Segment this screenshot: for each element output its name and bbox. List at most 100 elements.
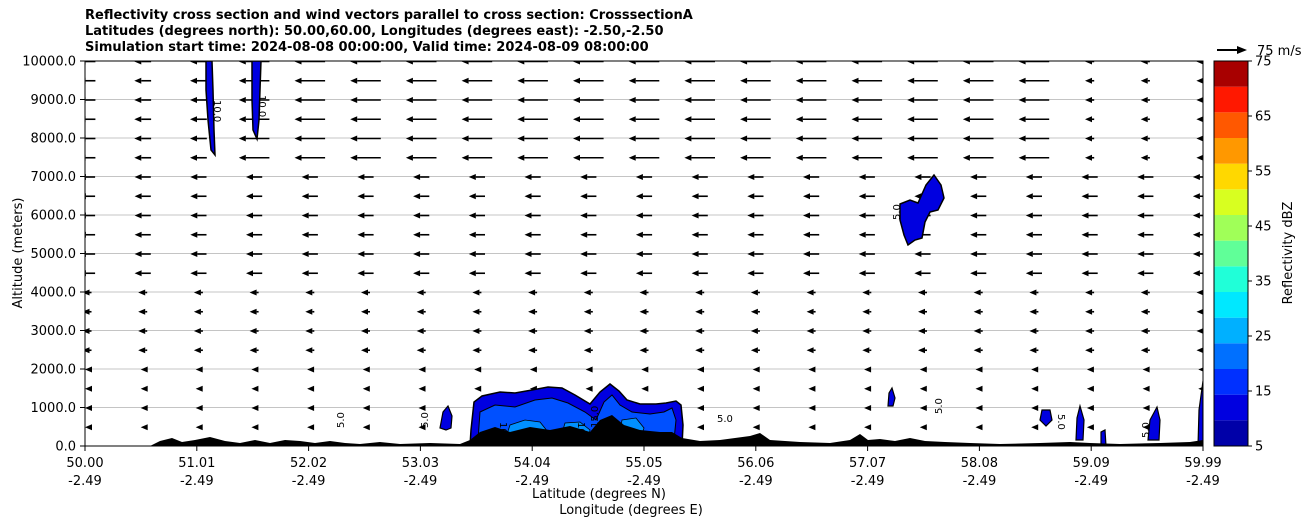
wind-vector-head [301, 251, 309, 257]
wind-vector-head [1085, 154, 1093, 161]
wind-vector-head [1081, 212, 1089, 219]
wind-vector-head [580, 174, 588, 180]
colorbar-segment [1214, 394, 1248, 421]
wind-vector-head [573, 135, 580, 142]
colorbar-segment [1214, 215, 1248, 241]
wind-vector-head [413, 193, 421, 200]
wind-vector-head [1137, 231, 1145, 238]
wind-vector-head [474, 366, 482, 373]
wind-vector-head [251, 424, 259, 431]
wind-vector-head [195, 405, 203, 411]
wind-vector-head [639, 347, 647, 354]
wind-vector-head [362, 424, 370, 431]
wind-vector-head [405, 135, 413, 142]
wind-vector-head [189, 154, 197, 161]
wind-vector-head [697, 366, 704, 373]
wind-vector-head [907, 116, 915, 123]
colorbar-segment [1214, 266, 1248, 292]
chart-title-line-1: Reflectivity cross section and wind vect… [85, 8, 693, 23]
wind-vector-head [750, 308, 758, 315]
wind-vector-head [1018, 154, 1026, 161]
wind-vector-head [1031, 424, 1039, 431]
colorbar-tick-label: 35 [1255, 275, 1272, 290]
wind-vector-head [134, 251, 142, 257]
wind-vector-head [740, 116, 748, 123]
wind-vector-head [808, 405, 816, 411]
wind-vector-head [752, 424, 760, 431]
wind-vector-head [307, 385, 315, 392]
wind-vector-head [628, 154, 636, 161]
wind-vector-head [583, 328, 591, 334]
wind-vector-head [973, 289, 981, 296]
wind-vector-head [635, 270, 643, 277]
wind-vector-head [970, 212, 978, 219]
wind-vector-head [1192, 212, 1200, 219]
x-tick-label-latitude: 55.05 [625, 456, 662, 471]
colorbar-segment [1214, 317, 1248, 344]
wind-vector-head [418, 366, 426, 373]
wind-vector-head [357, 174, 365, 180]
contour-label: 5.0 [336, 412, 347, 428]
x-axis-label-latitude: Latitude (degrees N) [532, 487, 666, 502]
wind-vector-head [907, 135, 915, 142]
wind-vector-head [975, 405, 983, 411]
wind-vector-head [246, 212, 253, 219]
colorbar-segment [1214, 61, 1248, 87]
wind-vector-head [691, 231, 699, 238]
x-tick-label-latitude: 59.99 [1184, 456, 1221, 471]
wind-vector-head [1196, 61, 1203, 65]
wind-vector-head [907, 61, 915, 65]
wind-vector-head [405, 154, 413, 161]
wind-vector-head [238, 135, 246, 142]
wind-vector-head [975, 366, 983, 373]
wind-vector-head [1142, 405, 1150, 411]
orography [85, 415, 1203, 446]
y-tick-label: 1000.0 [31, 401, 77, 416]
colorbar-tick-label: 65 [1255, 110, 1272, 125]
wind-vector-head [635, 174, 643, 180]
wind-vectors [85, 61, 1203, 431]
wind-vector-head [695, 347, 703, 354]
wind-vector-head [1025, 231, 1033, 238]
wind-vector-head [1086, 424, 1094, 431]
x-tick-label-longitude: -2.49 [1074, 474, 1108, 489]
wind-vector-head [1196, 289, 1203, 296]
wind-vector-head [418, 424, 426, 431]
wind-vector-head [249, 289, 257, 296]
wind-vector-head [1137, 174, 1145, 180]
wind-vector-head [134, 116, 142, 123]
wind-vector-head [190, 193, 198, 200]
wind-vector-head [862, 289, 870, 296]
wind-vector-head [468, 251, 476, 257]
reflectivity-cell [439, 404, 453, 431]
colorbar-tick-label: 55 [1255, 165, 1272, 180]
reflectivity-contours [85, 61, 1203, 446]
wind-vector-head [684, 154, 692, 161]
wind-vector-head [580, 251, 588, 257]
wind-vector-head [907, 154, 915, 161]
wind-vector-head [413, 251, 421, 257]
wind-vector-head [461, 97, 469, 103]
wind-vector-head [193, 308, 201, 315]
wind-vector-head [416, 289, 424, 296]
wind-vector-head [1140, 61, 1148, 65]
wind-vector-head [795, 77, 803, 84]
wind-vector-head [350, 77, 358, 84]
wind-vector-head [806, 347, 814, 354]
wind-vector-head [1140, 154, 1148, 161]
wind-vector-head [806, 289, 814, 296]
wind-vector-head [238, 61, 246, 65]
wind-vector-head [517, 77, 525, 84]
x-tick-label-latitude: 50.00 [66, 456, 103, 471]
wind-vector-head [1137, 251, 1145, 257]
colorbar-segment [1214, 163, 1248, 190]
contour-labels: 10.0 10.0 5.0 5.0 5.0 5.0 5.0 10.0 5.0 1… [211, 95, 1152, 444]
wind-vector-head [140, 366, 148, 373]
x-tick-label-latitude: 56.06 [737, 456, 774, 471]
wind-vector-head [1018, 77, 1026, 84]
wind-vector-head [307, 405, 315, 411]
wind-vector-head [350, 97, 358, 103]
wind-vector-head [752, 405, 760, 411]
wind-vector-head [461, 116, 469, 123]
y-tick-label: 9000.0 [31, 93, 77, 108]
